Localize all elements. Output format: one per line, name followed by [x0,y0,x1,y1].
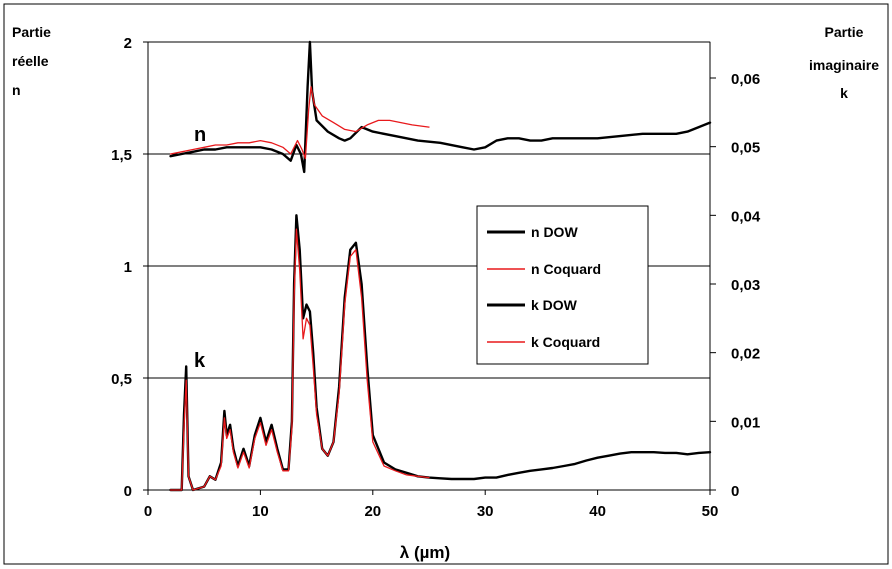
series-lines [169,40,712,492]
y-right-tick-label-2: 0,02 [731,346,760,363]
series-line-k-coquard [169,228,430,491]
y-left-tick-label-3: 1,5 [111,147,132,164]
legend-label-n-coquard: n Coquard [531,261,601,277]
y-right-label-line-1: Partie [825,24,864,40]
y-right-label-line-3: k [840,85,848,101]
y-left-tick-label-0: 0 [124,483,132,500]
x-tick-label-4: 40 [589,503,606,520]
y-right-tick-label-5: 0,05 [731,140,760,157]
x-tick-label-2: 20 [364,503,381,520]
legend-label-n-dow: n DOW [531,224,578,240]
x-tick-label-1: 10 [252,503,269,520]
y-left-tick-label-2: 1 [124,259,132,276]
x-axis-label: λ (µm) [400,543,450,562]
legend-label-k-dow: k DOW [531,297,578,313]
y-left-label-line-3: n [12,82,21,98]
y-right-tick-label-6: 0,06 [731,71,760,88]
y-left-label-line-1: Partie [12,24,51,40]
x-tick-label-3: 30 [477,503,494,520]
y-right-tick-label-3: 0,03 [731,277,760,294]
y-left-tick-label-4: 2 [124,35,132,52]
series-line-n-coquard [169,86,430,160]
y-right-tick-label-4: 0,04 [731,208,761,225]
y-left-tick-label-1: 0,5 [111,371,132,388]
annotation-n: n [194,124,206,146]
legend-label-k-coquard: k Coquard [531,334,600,350]
annotation-k: k [194,350,206,372]
y-right-tick-label-1: 0,01 [731,414,760,431]
x-tick-label-5: 50 [702,503,719,520]
legend: n DOW n Coquard k DOW k Coquard [476,205,649,365]
y-right-label-line-2: imaginaire [809,57,879,73]
x-tick-label-0: 0 [144,503,152,520]
tick-labels: 0 10 20 30 40 5000,511,5200,010,020,030,040,0… [111,35,761,520]
y-left-label-line-2: réelle [12,53,49,69]
gridlines [148,41,710,379]
series-line-n-dow [169,40,712,174]
y-right-tick-label-0: 0 [731,483,739,500]
